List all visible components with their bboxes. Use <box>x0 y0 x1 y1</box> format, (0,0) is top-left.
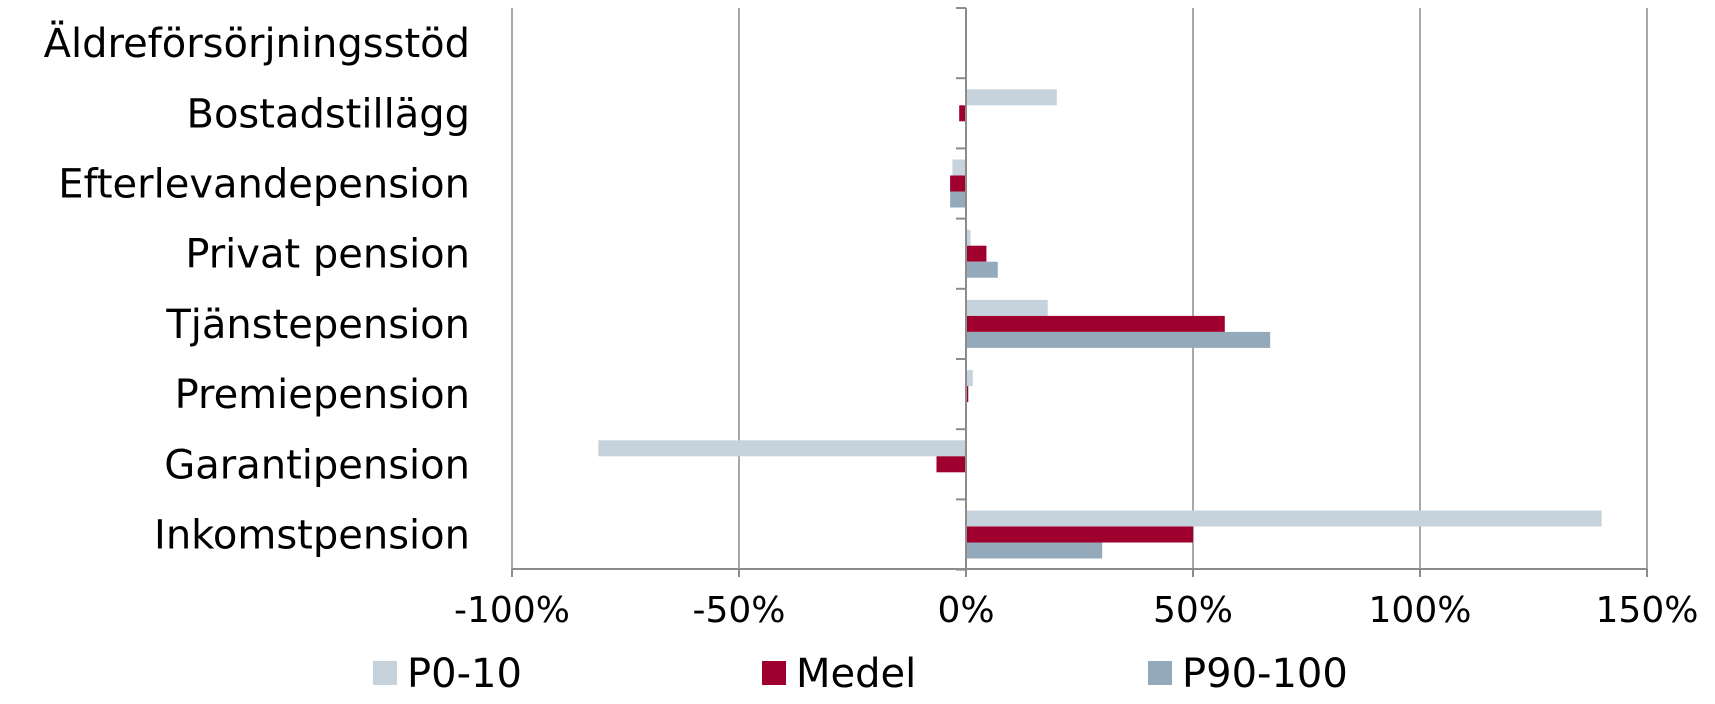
category-label: Privat pension <box>185 232 470 278</box>
category-label: Efterlevandepension <box>58 162 470 208</box>
bar-p90-100 <box>966 261 998 278</box>
x-tick-labels: -100% -50% 0% 50% 100% 150% <box>454 590 1698 631</box>
bar-p90-100 <box>950 191 966 208</box>
x-tick-label: 100% <box>1369 590 1472 631</box>
bar-p0-10 <box>598 440 966 457</box>
legend-label: P0-10 <box>407 651 522 697</box>
x-tick-label: -100% <box>454 590 570 631</box>
bars <box>598 89 1602 559</box>
x-tick-label: 150% <box>1596 590 1699 631</box>
category-label: Garantipension <box>164 442 470 488</box>
bar-medel <box>966 526 1193 543</box>
bar-p0-10 <box>966 370 973 387</box>
bar-medel <box>966 315 1225 332</box>
bar-p0-10 <box>966 229 971 246</box>
legend-label: P90-100 <box>1182 651 1348 697</box>
x-tick-label: -50% <box>692 590 785 631</box>
legend-swatch <box>373 661 397 685</box>
category-label: Premiepension <box>175 372 470 418</box>
category-label: Bostadstillägg <box>187 91 471 137</box>
legend: P0-10 Medel P90-100 <box>373 651 1348 697</box>
axes <box>511 7 1648 577</box>
bar-p0-10 <box>966 299 1048 316</box>
legend-swatch <box>762 661 786 685</box>
x-tick-label: 50% <box>1153 590 1233 631</box>
legend-label: Medel <box>796 651 916 697</box>
gridlines <box>511 8 1648 569</box>
bar-medel <box>950 175 966 192</box>
bar-p90-100 <box>966 542 1103 559</box>
bar-medel <box>966 386 969 403</box>
category-label: Äldreförsörjningsstöd <box>44 19 470 67</box>
bar-p0-10 <box>952 159 966 176</box>
x-tick-label: 0% <box>937 590 994 631</box>
bar-p0-10 <box>966 89 1057 106</box>
category-label: Tjänstepension <box>165 302 470 348</box>
bar-medel <box>959 105 966 122</box>
legend-swatch <box>1148 661 1172 685</box>
bar-p90-100 <box>966 331 1271 348</box>
bar-p0-10 <box>966 510 1602 527</box>
category-label: Inkomstpension <box>154 513 470 559</box>
bar-medel <box>936 456 966 473</box>
category-labels: Äldreförsörjningsstöd Bostadstillägg Efter… <box>44 19 470 558</box>
bar-medel <box>966 245 987 262</box>
